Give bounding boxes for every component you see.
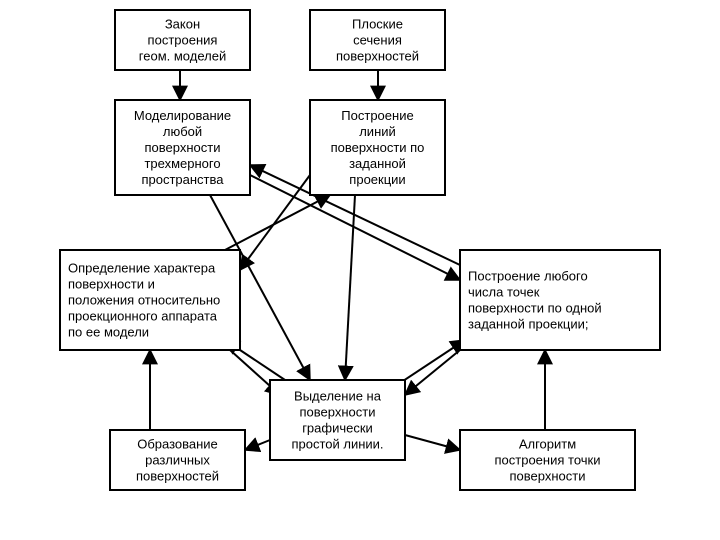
node-label: поверхности <box>300 404 376 419</box>
node-label: Построение любого <box>468 268 588 283</box>
node-label: поверхностей <box>136 468 219 483</box>
node-label: любой <box>163 124 202 139</box>
node-n3: Моделированиелюбойповерхноститрехмерного… <box>115 100 250 195</box>
node-label: поверхностей <box>336 48 419 63</box>
node-label: Плоские <box>352 16 403 31</box>
edge-n7-n8 <box>245 440 270 450</box>
edge-n7-n6 <box>400 340 465 383</box>
node-n9: Алгоритмпостроения точкиповерхности <box>460 430 635 490</box>
node-label: Построение <box>341 108 413 123</box>
edge-n6-n7 <box>405 350 460 395</box>
node-label: Выделение на <box>294 388 382 403</box>
node-label: различных <box>145 452 210 467</box>
node-n6: Построение любогочисла точекповерхности … <box>460 250 660 350</box>
node-n2: Плоскиесеченияповерхностей <box>310 10 445 70</box>
node-label: линий <box>359 124 396 139</box>
node-label: поверхности по одной <box>468 300 602 315</box>
node-label: Моделирование <box>134 108 231 123</box>
node-label: поверхности <box>145 140 221 155</box>
node-label: графически <box>302 420 373 435</box>
node-label: сечения <box>353 32 402 47</box>
node-label: проекционного аппарата <box>68 308 218 323</box>
node-label: заданной проекции; <box>468 316 588 331</box>
node-label: Образование <box>137 436 218 451</box>
node-label: Закон <box>165 16 200 31</box>
node-n1: Законпостроениягеом. моделей <box>115 10 250 70</box>
node-n5: Определение характераповерхности иположе… <box>60 250 240 350</box>
node-n8: Образованиеразличныхповерхностей <box>110 430 245 490</box>
node-label: числа точек <box>468 284 540 299</box>
node-label: построения <box>148 32 218 47</box>
edge-n5-n4 <box>225 195 330 250</box>
node-label: заданной <box>349 156 406 171</box>
node-label: поверхности и <box>68 276 155 291</box>
node-n4: Построениелинийповерхности позаданнойпро… <box>310 100 445 195</box>
node-label: проекции <box>349 172 405 187</box>
node-label: поверхности по <box>331 140 425 155</box>
node-label: Определение характера <box>68 260 216 275</box>
node-label: по ее модели <box>68 324 149 339</box>
node-label: поверхности <box>510 468 586 483</box>
node-label: простой линии. <box>291 436 383 451</box>
node-label: построения точки <box>495 452 601 467</box>
node-label: трехмерного <box>144 156 220 171</box>
node-label: Алгоритм <box>519 436 576 451</box>
edge-n7-n9 <box>405 435 460 450</box>
node-label: геом. моделей <box>139 48 226 63</box>
node-label: пространства <box>141 172 224 187</box>
node-n7: Выделение наповерхностиграфическипростой… <box>270 380 405 460</box>
node-label: положения относительно <box>68 292 220 307</box>
